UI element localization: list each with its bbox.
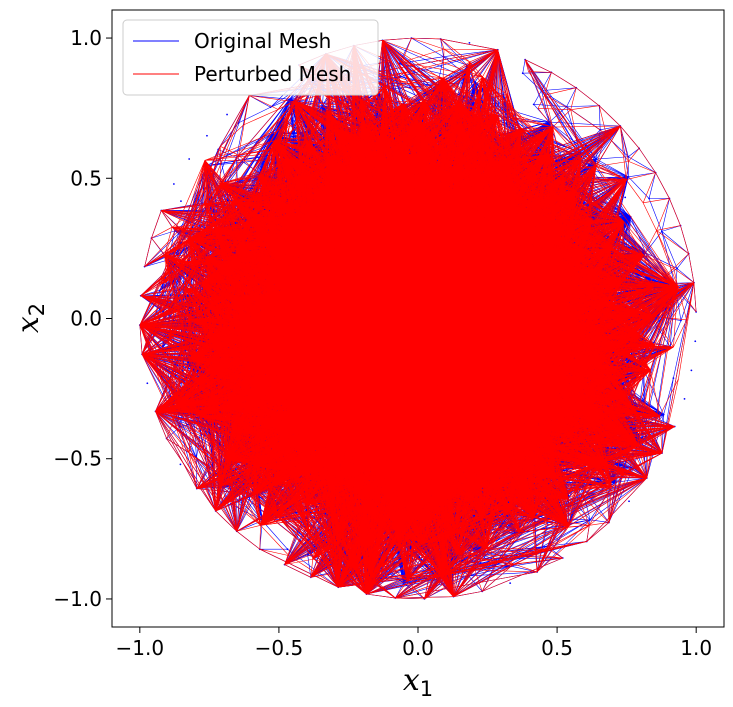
- original-mesh-edge: [676, 253, 689, 269]
- original-mesh-edge: [480, 524, 569, 555]
- original-mesh-edge: [620, 125, 629, 177]
- original-mesh-edge: [600, 125, 621, 131]
- original-mesh-edge: [579, 184, 631, 218]
- original-mesh-edge: [238, 106, 271, 124]
- original-mesh-edge: [400, 49, 498, 77]
- original-mesh-edge: [541, 72, 552, 91]
- original-mesh-edge: [596, 158, 629, 178]
- original-mesh-edge: [663, 378, 674, 415]
- original-mesh-edge: [598, 105, 601, 130]
- original-mesh-edge: [399, 56, 444, 64]
- original-mesh-edge: [541, 90, 567, 107]
- original-mesh-edge: [522, 59, 526, 74]
- original-mesh-edge: [669, 320, 682, 347]
- original-mesh-edge: [522, 72, 542, 91]
- original-mesh-edge: [437, 56, 444, 85]
- original-mesh-edge: [648, 198, 663, 232]
- original-mesh-edge: [511, 565, 538, 573]
- original-mesh-edge: [661, 225, 681, 232]
- original-mesh-edge: [628, 148, 640, 157]
- original-mesh-edge: [541, 90, 550, 123]
- original-mesh-edge: [680, 282, 695, 321]
- original-mesh-edge: [443, 56, 468, 66]
- original-mesh-edge: [196, 457, 238, 532]
- original-mesh-edge: [628, 176, 650, 199]
- original-mesh-edge: [661, 231, 689, 255]
- original-mesh-edge: [645, 252, 678, 269]
- original-mesh-edge: [533, 104, 567, 107]
- original-mesh-edge: [468, 571, 538, 577]
- original-mesh-edge: [566, 105, 600, 107]
- original-mesh-edge: [661, 378, 674, 454]
- original-mesh-edge: [675, 288, 697, 313]
- original-mesh-edge: [596, 156, 629, 160]
- original-mesh-edge: [262, 520, 288, 550]
- original-mesh-edge: [661, 231, 678, 269]
- original-mesh-edge: [590, 519, 609, 523]
- original-mesh-edge: [628, 172, 656, 178]
- original-mesh-edge: [382, 40, 402, 77]
- original-mesh-edge: [144, 259, 169, 267]
- original-mesh-edge: [566, 87, 577, 107]
- original-mesh-edge: [673, 282, 695, 379]
- original-mesh-edge: [440, 38, 468, 66]
- original-mesh-edge: [522, 72, 552, 74]
- original-mesh-edge: [643, 369, 664, 415]
- original-mesh-edge: [628, 156, 656, 173]
- original-mesh-edge: [581, 485, 610, 523]
- original-mesh-edge: [661, 198, 670, 232]
- original-mesh-edge: [648, 172, 656, 199]
- original-mesh-edge: [661, 231, 676, 289]
- original-mesh-edge: [676, 268, 695, 283]
- original-mesh-edge: [533, 90, 542, 105]
- original-mesh-edge: [547, 541, 587, 547]
- original-mesh-edge: [411, 37, 444, 57]
- original-mesh-edge: [549, 121, 621, 127]
- original-mesh-edge: [568, 485, 582, 525]
- original-mesh-edge: [382, 40, 420, 103]
- original-mesh-edge: [440, 38, 444, 57]
